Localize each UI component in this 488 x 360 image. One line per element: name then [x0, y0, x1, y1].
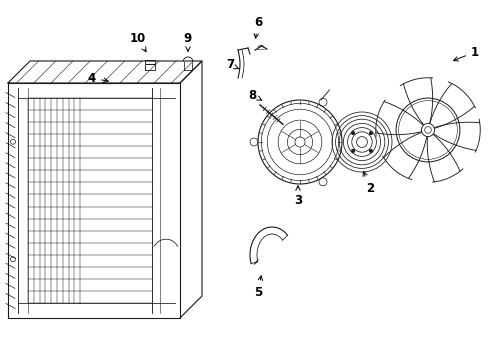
Text: 5: 5: [253, 276, 262, 298]
Circle shape: [369, 150, 371, 152]
Circle shape: [351, 132, 354, 134]
Text: 6: 6: [253, 15, 262, 38]
Circle shape: [369, 132, 371, 134]
Text: 4: 4: [88, 72, 108, 85]
Circle shape: [351, 150, 354, 152]
Text: 1: 1: [453, 45, 478, 61]
Text: 9: 9: [183, 31, 192, 51]
Text: 3: 3: [293, 186, 302, 207]
Text: 10: 10: [130, 31, 146, 52]
Text: 8: 8: [247, 89, 261, 102]
Text: 7: 7: [225, 58, 239, 72]
Text: 2: 2: [362, 172, 373, 194]
